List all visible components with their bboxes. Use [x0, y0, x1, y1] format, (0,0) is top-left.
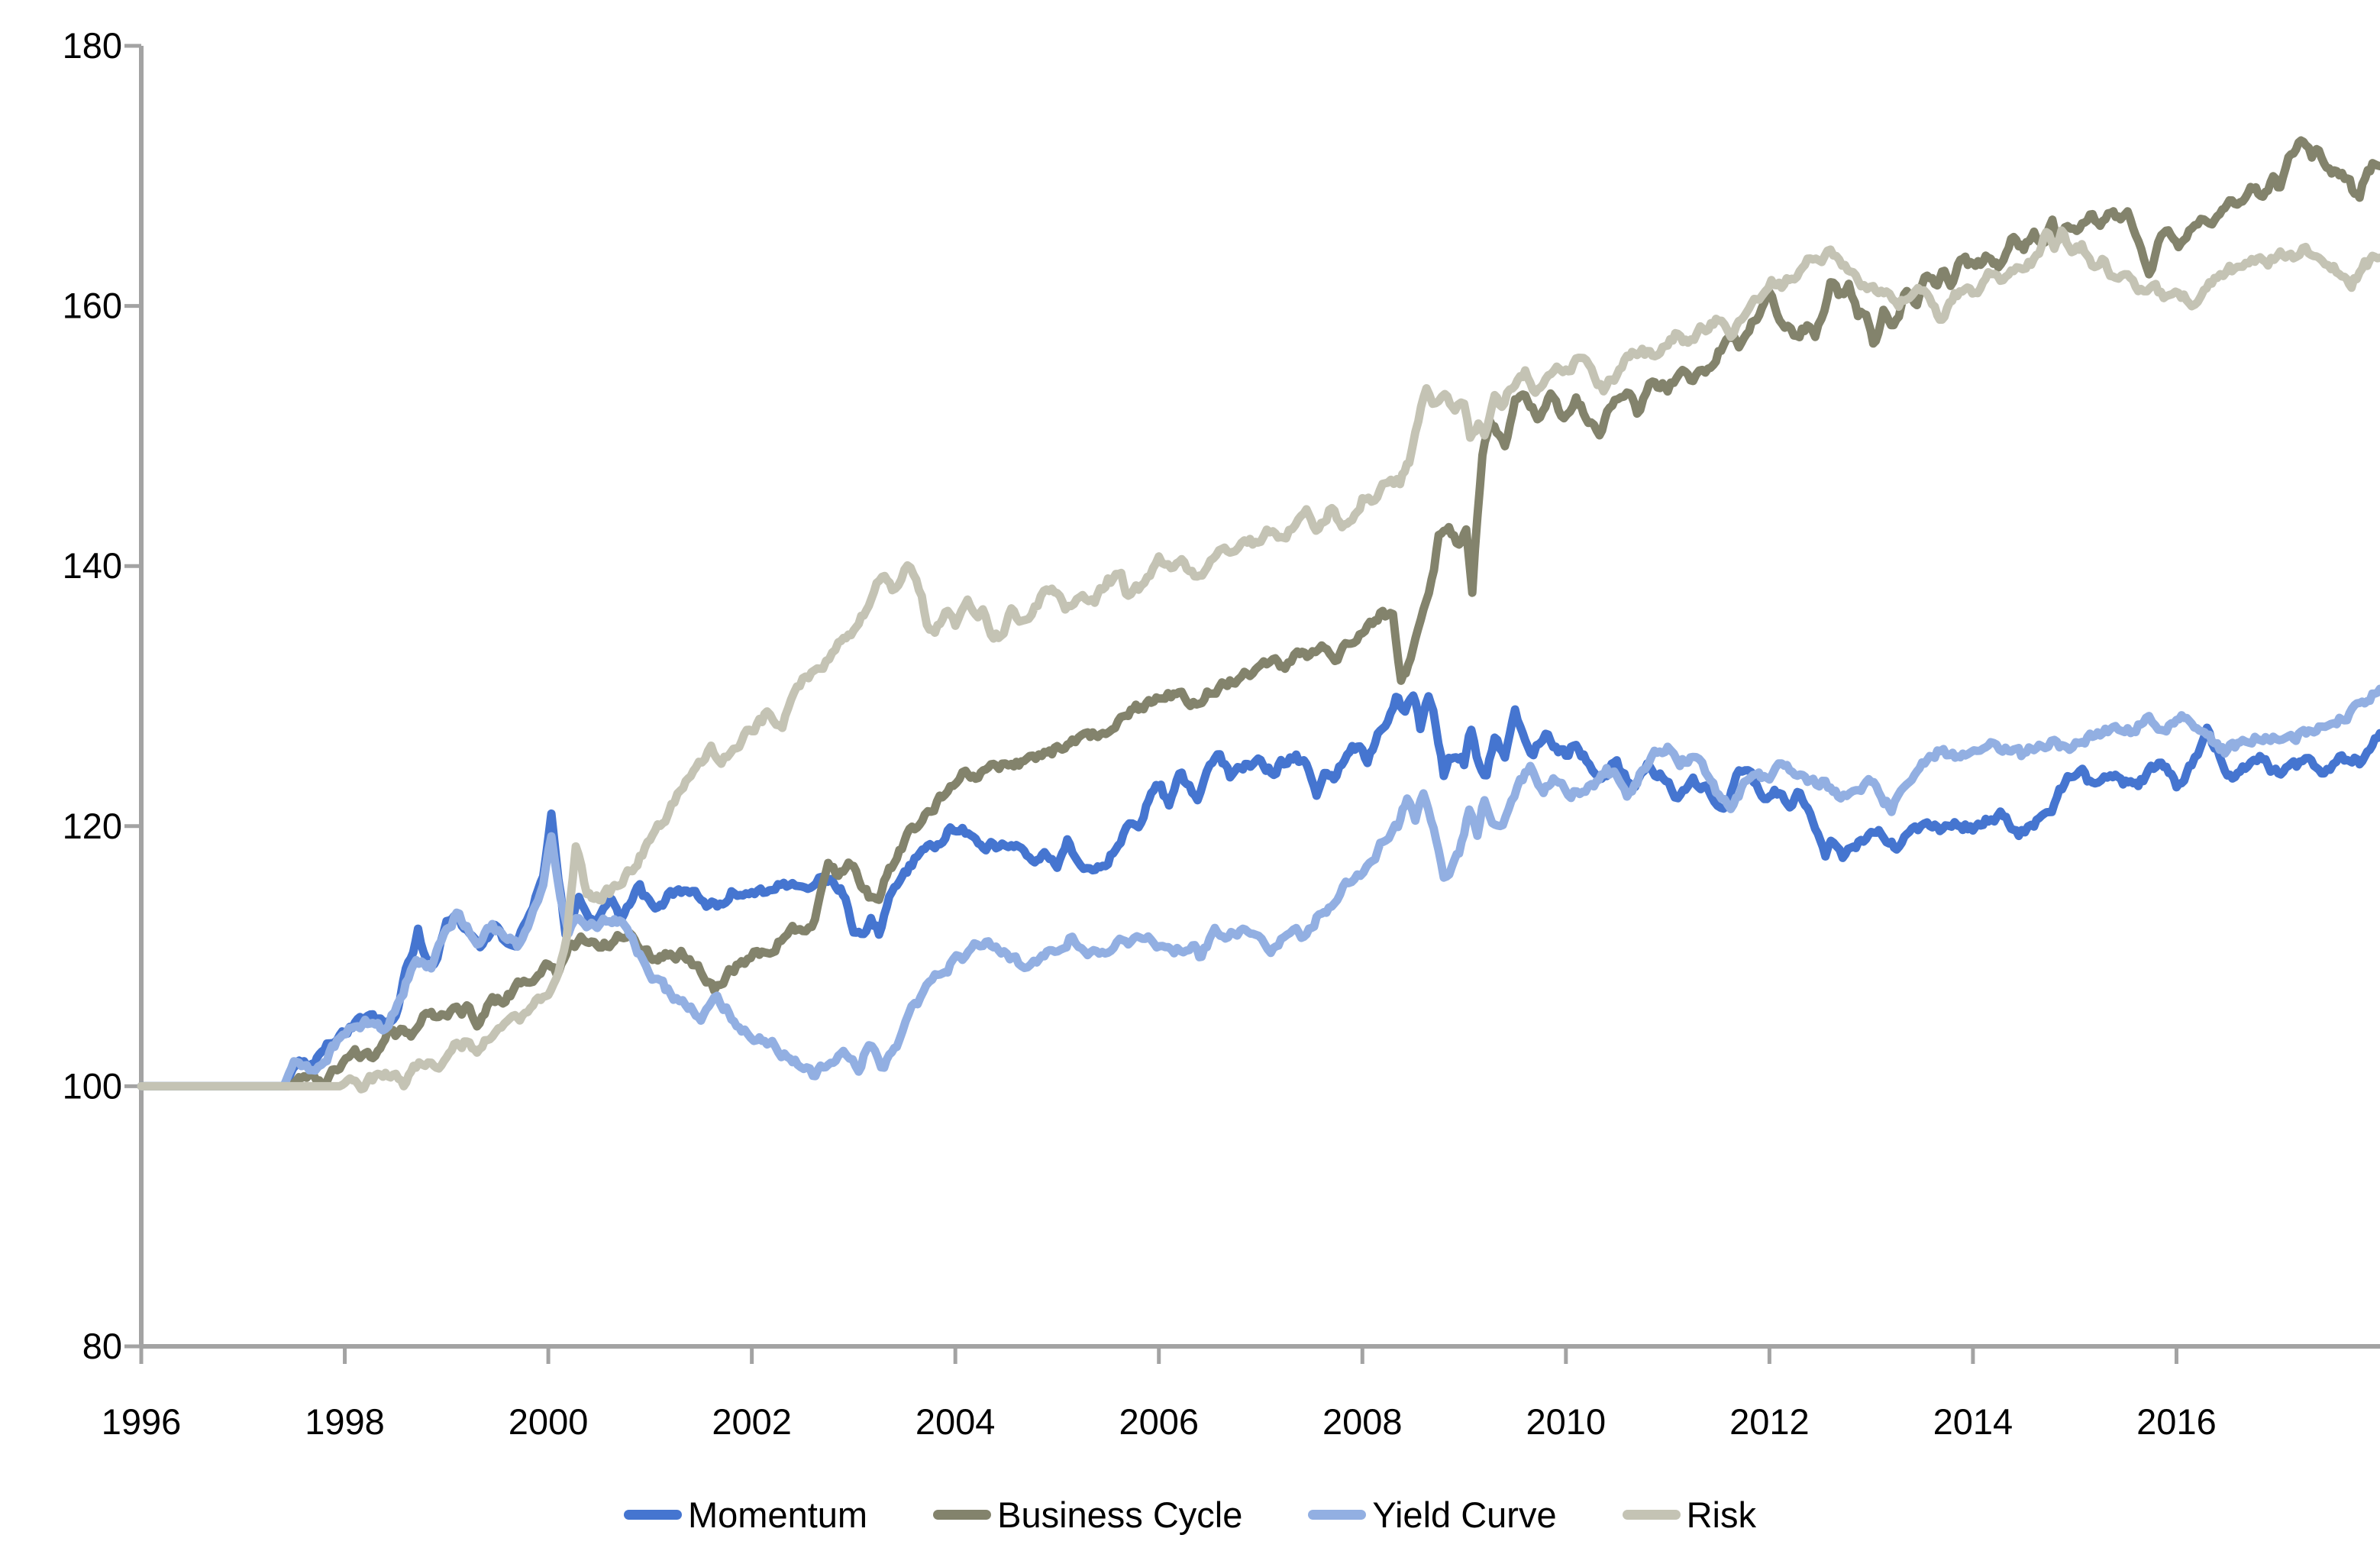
chart-legend: Momentum Business Cycle Yield Curve Risk [0, 1497, 2380, 1533]
business-cycle-swatch-icon [933, 1510, 992, 1520]
yield-curve-swatch-icon [1308, 1510, 1367, 1520]
legend-item-risk: Risk [1622, 1495, 1756, 1535]
x-tick-label: 1998 [305, 1401, 385, 1442]
x-tick-label: 2014 [1933, 1401, 2013, 1442]
legend-label-yield-curve: Yield Curve [1372, 1495, 1557, 1535]
y-tick-label: 120 [63, 806, 122, 846]
x-tick-label: 2010 [1526, 1401, 1607, 1442]
line-business-cycle [137, 136, 2380, 1091]
x-tick-label: 2012 [1729, 1401, 1810, 1442]
y-tick-label: 180 [63, 25, 122, 66]
y-tick-label: 80 [82, 1326, 122, 1366]
line-risk [137, 226, 2380, 1094]
legend-item-business-cycle: Business Cycle [933, 1497, 1242, 1533]
x-tick-label: 2004 [916, 1401, 996, 1442]
x-tick-label: 2000 [509, 1401, 589, 1442]
line-yield-curve [137, 684, 2380, 1091]
y-tick-label: 140 [63, 545, 122, 586]
legend-label-momentum: Momentum [688, 1495, 868, 1535]
risk-swatch-icon [1622, 1510, 1681, 1520]
x-tick-label: 2016 [2136, 1401, 2217, 1442]
legend-item-yield-curve: Yield Curve [1308, 1495, 1557, 1535]
legend-label-risk: Risk [1686, 1495, 1756, 1535]
momentum-swatch-icon [624, 1510, 683, 1520]
x-tick-label: 2002 [712, 1401, 792, 1442]
x-tick-label: 2006 [1119, 1401, 1199, 1442]
legend-item-momentum: Momentum [624, 1497, 867, 1533]
x-tick-label: 1996 [102, 1401, 182, 1442]
y-tick-label: 100 [63, 1065, 122, 1106]
x-tick-label: 2008 [1322, 1401, 1403, 1442]
y-tick-label: 160 [63, 286, 122, 326]
legend-label-business-cycle: Business Cycle [997, 1495, 1243, 1535]
